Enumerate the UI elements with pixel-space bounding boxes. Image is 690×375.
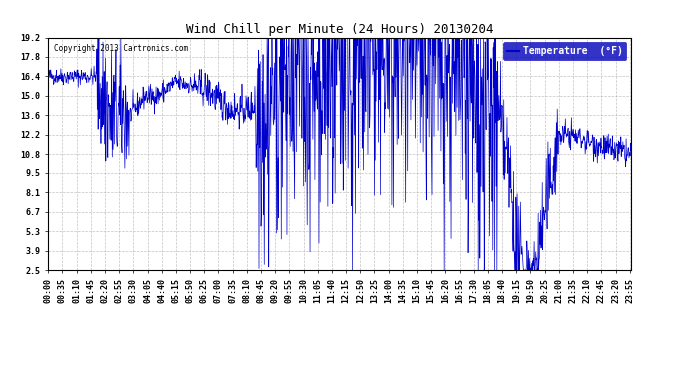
Legend: Temperature  (°F): Temperature (°F) (503, 42, 627, 60)
Title: Wind Chill per Minute (24 Hours) 20130204: Wind Chill per Minute (24 Hours) 2013020… (186, 23, 493, 36)
Text: Copyright 2013 Cartronics.com: Copyright 2013 Cartronics.com (54, 45, 188, 54)
